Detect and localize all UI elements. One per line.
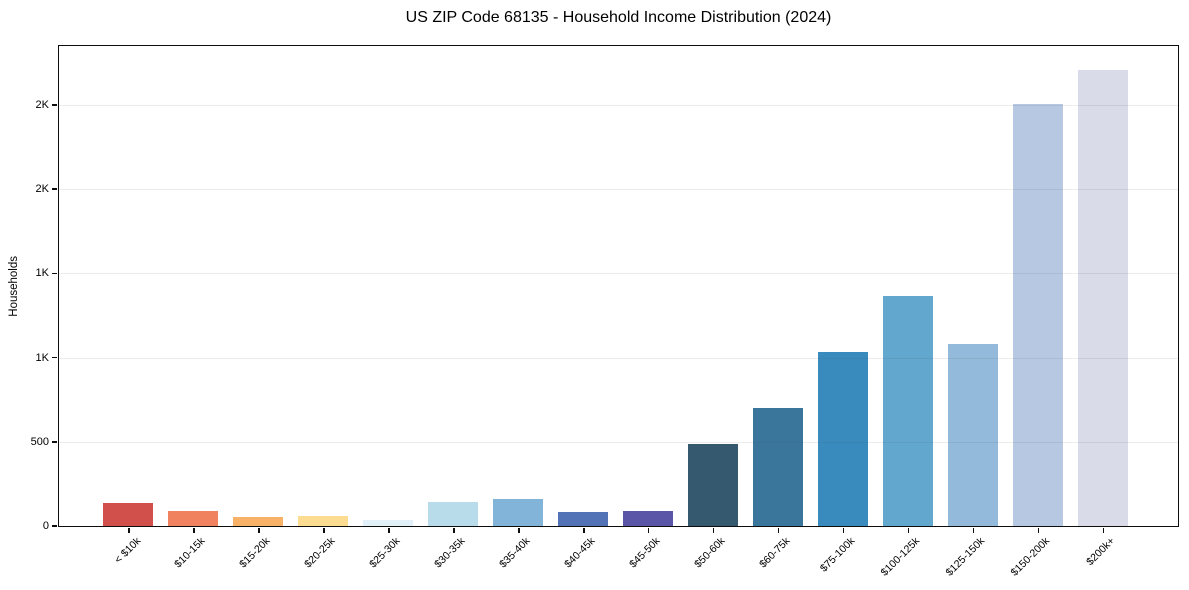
bar-slot: < $10k (96, 46, 161, 566)
x-tick-label: $45-50k (627, 535, 663, 571)
bar-slot: $60-75k (745, 46, 810, 570)
bar-slot: $10-15k (161, 46, 226, 570)
x-tick-mark (647, 528, 650, 533)
bar-slot: $45-50k (616, 46, 681, 570)
x-tick-label: $60-75k (757, 535, 793, 571)
y-tick-label: 1K (35, 267, 49, 280)
chart-title: US ZIP Code 68135 - Household Income Dis… (405, 9, 832, 26)
bar-slot: $200k+ (1070, 46, 1135, 568)
x-tick-label: $75-100k (817, 535, 858, 575)
bar-slot: $35-40k (486, 46, 551, 570)
x-tick-mark (842, 528, 845, 533)
x-tick-mark (1102, 528, 1105, 533)
y-tick-mark (52, 356, 57, 359)
x-tick-label: < $10k (111, 535, 143, 566)
y-tick-label: 0 (42, 520, 49, 532)
bar-5 (363, 520, 414, 526)
x-tick-mark (453, 528, 455, 533)
bar-16 (1077, 69, 1128, 526)
bar-slot: $20-25k (291, 46, 356, 570)
x-tick-label: $15-20k (237, 535, 273, 571)
x-tick-mark (777, 528, 780, 533)
x-tick-mark (128, 528, 130, 533)
plot-area: < $10k $10-15k $15-20k $20-25k $25-30k $30-35… (31, 45, 1179, 579)
x-tick-label: $100-125k (878, 535, 923, 579)
x-tick-mark (258, 528, 260, 533)
x-tick-mark (583, 528, 585, 533)
x-tick-label: $30-35k (432, 535, 468, 571)
bar-9 (622, 511, 673, 526)
y-tick-mark (52, 272, 57, 275)
x-tick-label: $25-30k (367, 535, 403, 571)
bar-slot: $150-200k (1005, 46, 1070, 579)
y-tick-mark (52, 441, 57, 443)
bar-14 (947, 343, 998, 526)
bar-7 (493, 499, 544, 526)
bar-2 (168, 511, 219, 526)
x-tick-label: $35-40k (497, 535, 533, 571)
x-tick-label: $40-45k (562, 535, 598, 571)
bar-11 (752, 408, 803, 526)
bar-15 (1012, 104, 1063, 526)
bar-slot: $100-125k (875, 46, 940, 579)
x-tick-label: $10-15k (172, 535, 208, 571)
bar-slot: $25-30k (356, 46, 421, 570)
plot-inner: < $10k $10-15k $15-20k $20-25k $25-30k $30-35… (31, 46, 1178, 579)
bar-1 (103, 502, 154, 526)
x-tick-mark (907, 528, 910, 533)
y-tick-mark (52, 525, 57, 527)
bars-area: < $10k $10-15k $15-20k $20-25k $25-30k $30-35… (96, 46, 1135, 579)
y-tick-label: 2K (35, 98, 49, 111)
x-tick-mark (712, 528, 715, 533)
bar-3 (233, 516, 284, 526)
bar-slot: $15-20k (226, 46, 291, 570)
bar-10 (687, 444, 738, 526)
x-tick-label: $50-60k (692, 535, 728, 571)
bar-13 (882, 295, 933, 526)
x-tick-label: $20-25k (302, 535, 338, 571)
bar-slot: $40-45k (551, 46, 616, 570)
y-axis-label: Households (4, 45, 24, 527)
bar-slot: $75-100k (810, 46, 875, 574)
bar-slot: $125-150k (940, 46, 1005, 579)
x-tick-mark (388, 528, 390, 533)
bar-6 (428, 501, 479, 526)
x-tick-mark (518, 528, 520, 533)
bar-slot: $50-60k (680, 46, 745, 570)
y-tick-mark (52, 188, 57, 190)
x-tick-label: $150-200k (1008, 535, 1053, 579)
x-tick-label: $125-150k (943, 535, 988, 579)
y-tick-mark (52, 104, 57, 106)
x-tick-mark (972, 528, 975, 533)
x-tick-mark (323, 528, 325, 533)
bar-4 (298, 515, 349, 526)
bar-12 (817, 351, 868, 526)
x-tick-mark (193, 528, 195, 533)
bar-slot: $30-35k (421, 46, 486, 570)
x-tick-label: $200k+ (1083, 535, 1118, 569)
y-tick-label: 500 (30, 435, 49, 448)
y-tick-label: 2K (35, 183, 49, 196)
bar-8 (558, 511, 609, 526)
y-tick-label: 1K (35, 351, 49, 364)
y-axis-label-text: Households (8, 255, 20, 317)
x-tick-mark (1037, 528, 1040, 533)
